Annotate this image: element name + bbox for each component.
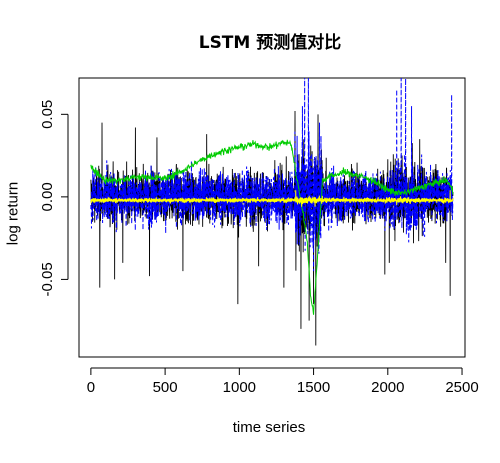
x-axis: 0 500 1000 1500 2000 2500	[87, 367, 479, 396]
chart-title: LSTM 预测值对比	[198, 33, 342, 53]
y-tick-label: 0.05	[39, 100, 56, 129]
y-axis-label: log return	[4, 181, 22, 246]
series-layer	[90, 78, 454, 346]
series-line-predicted-1	[90, 78, 454, 272]
x-axis-label: time series	[232, 419, 306, 436]
x-tick-label: 1000	[223, 379, 256, 396]
series-line-predicted-4	[90, 190, 454, 207]
series-line-predicted-2	[90, 139, 454, 315]
x-tick-label: 2000	[371, 379, 404, 396]
x-tick-label: 0	[87, 379, 95, 396]
y-axis: -0.05 0.00 0.05	[39, 100, 69, 297]
x-tick-label: 1500	[297, 379, 330, 396]
plot-frame	[78, 77, 466, 358]
y-tick-label: -0.05	[39, 262, 56, 296]
x-tick-label: 2500	[445, 379, 478, 396]
x-tick-label: 500	[153, 379, 178, 396]
y-tick-label: 0.00	[39, 182, 56, 211]
